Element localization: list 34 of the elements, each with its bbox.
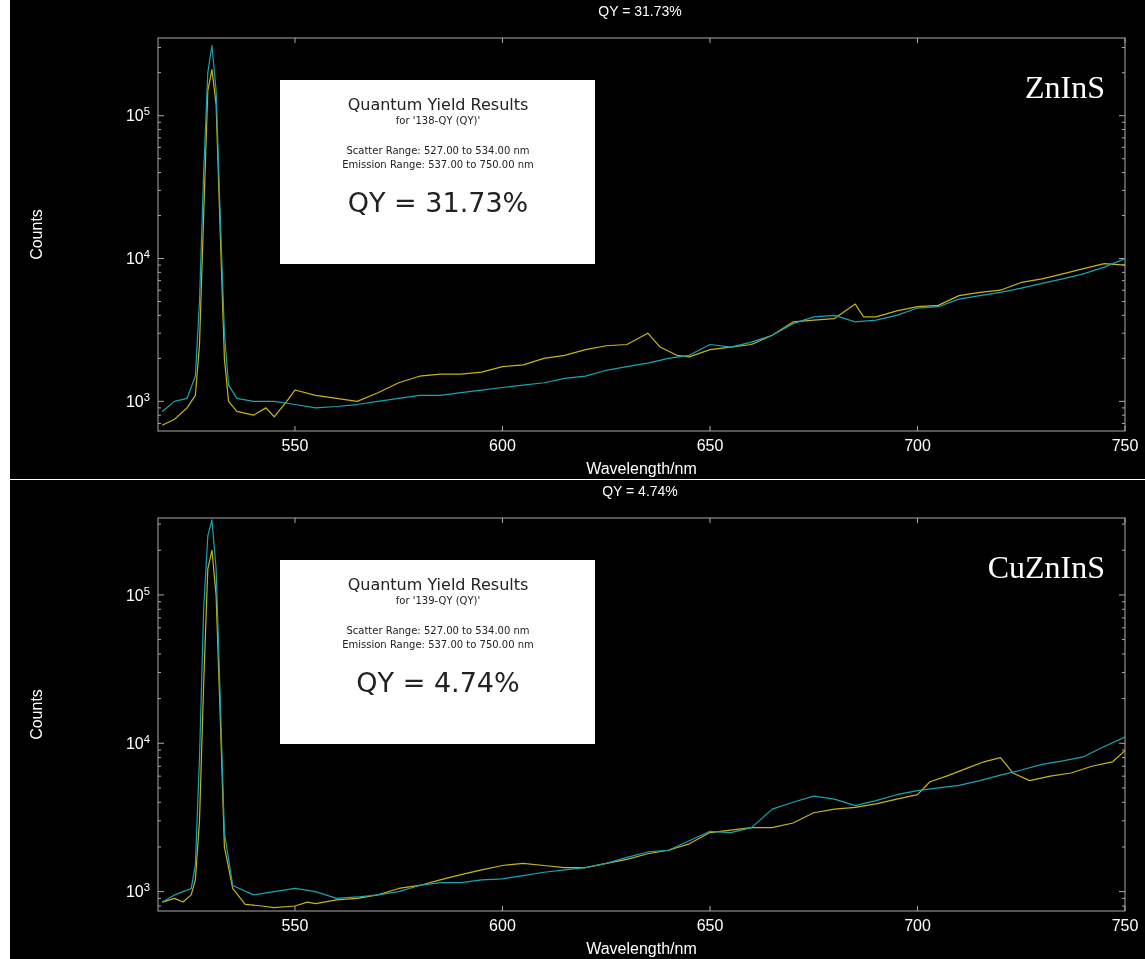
annotation: Quantum Yield Results [347, 95, 529, 114]
x-tick-label: 750 [1111, 437, 1139, 454]
annotation: for '139-QY (QY)' [395, 595, 481, 606]
y-axis-title: Counts [28, 689, 45, 740]
x-axis-title: Wavelength/nm [586, 940, 697, 957]
annotation: Emission Range: 537.00 to 750.00 nm [342, 159, 534, 170]
annotation: Quantum Yield Results [347, 575, 529, 594]
x-tick-label: 700 [904, 917, 931, 934]
x-tick-label: 700 [904, 437, 931, 454]
annotation: Scatter Range: 527.00 to 534.00 nm [346, 625, 530, 636]
x-axis-title: Wavelength/nm [586, 460, 697, 477]
y-tick-label: 10$^{4}$ [125, 248, 150, 268]
x-tick-label: 650 [696, 437, 724, 454]
chart-title: QY = 4.74% [602, 483, 678, 499]
annotation: Scatter Range: 527.00 to 534.00 nm [346, 145, 530, 156]
annotation: CuZnInS [987, 549, 1105, 585]
x-tick-label: 600 [489, 437, 516, 454]
annotation: QY = 4.74% [356, 667, 520, 698]
y-axis-title: Counts [28, 209, 45, 260]
x-tick-label: 550 [281, 917, 309, 934]
x-tick-label: 550 [281, 437, 309, 454]
y-tick-label: 10$^{5}$ [125, 584, 150, 604]
y-tick-label: 10$^{3}$ [125, 881, 150, 901]
x-tick-label: 650 [696, 917, 724, 934]
y-tick-label: 10$^{4}$ [125, 732, 150, 752]
y-tick-label: 10$^{5}$ [125, 105, 150, 125]
annotation: for '138-QY (QY)' [395, 115, 481, 126]
chart-title: QY = 31.73% [598, 3, 682, 19]
annotation: ZnInS [1025, 69, 1105, 105]
annotation: QY = 31.73% [347, 187, 529, 218]
x-tick-label: 750 [1111, 917, 1139, 934]
y-tick-label: 10$^{3}$ [125, 390, 150, 410]
x-tick-label: 600 [489, 917, 516, 934]
annotation: Emission Range: 537.00 to 750.00 nm [342, 639, 534, 650]
